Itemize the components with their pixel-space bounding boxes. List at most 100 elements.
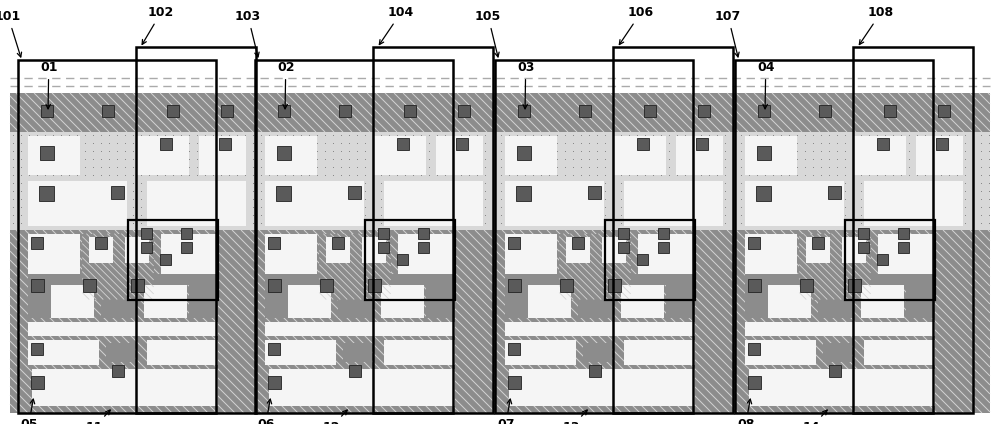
Bar [265, 136, 317, 175]
Bar [456, 138, 468, 150]
Bar [381, 285, 424, 318]
Bar [10, 230, 990, 413]
Bar [384, 181, 483, 226]
Bar [269, 369, 455, 406]
Bar [768, 285, 811, 318]
Bar [130, 279, 144, 293]
Bar [505, 321, 695, 336]
Bar [95, 237, 107, 249]
Bar [326, 237, 350, 263]
Bar [10, 93, 990, 132]
Bar [265, 285, 288, 318]
Bar [748, 343, 760, 355]
Bar [39, 186, 54, 201]
Bar [161, 234, 218, 274]
Bar [621, 285, 664, 318]
Text: 01: 01 [40, 61, 58, 109]
Bar [566, 237, 590, 263]
Bar [676, 136, 723, 175]
Bar [41, 105, 53, 117]
Bar [748, 377, 761, 389]
Bar [698, 105, 710, 117]
Bar [756, 186, 771, 201]
Bar [373, 47, 493, 413]
Bar [819, 105, 831, 117]
Bar [745, 181, 844, 226]
Bar [618, 228, 629, 239]
Bar [365, 220, 455, 299]
Bar [40, 146, 54, 160]
Bar [644, 105, 656, 117]
Bar [10, 132, 990, 230]
Bar [745, 274, 935, 285]
Bar [560, 279, 573, 293]
Bar [877, 254, 888, 265]
Bar [853, 47, 973, 65]
Bar [181, 242, 192, 253]
Bar [101, 285, 137, 318]
Bar [140, 242, 152, 253]
Bar [938, 105, 950, 117]
Text: 04: 04 [757, 61, 774, 109]
Text: 106: 106 [619, 6, 654, 45]
Bar [638, 234, 695, 274]
Bar [426, 285, 455, 318]
Bar [83, 279, 96, 293]
Bar [111, 186, 124, 199]
Bar [320, 279, 333, 293]
Bar [181, 228, 192, 239]
Bar [436, 136, 483, 175]
Bar [255, 60, 453, 413]
Text: 101: 101 [0, 10, 22, 57]
Text: 104: 104 [379, 6, 414, 45]
Bar [745, 234, 797, 274]
Bar [268, 237, 280, 249]
Bar [199, 136, 246, 175]
Bar [125, 237, 149, 263]
Bar [878, 234, 935, 274]
Bar [505, 234, 557, 274]
Bar [608, 279, 620, 293]
Text: 03: 03 [517, 61, 534, 109]
Bar [757, 146, 771, 160]
Bar [147, 181, 246, 226]
Bar [397, 254, 408, 265]
Bar [418, 242, 429, 253]
Bar [505, 136, 557, 175]
Bar [605, 220, 695, 299]
Bar [221, 105, 233, 117]
Bar [51, 285, 94, 318]
Bar [18, 60, 216, 413]
Bar [906, 285, 935, 318]
Bar [31, 279, 44, 293]
Bar [373, 47, 493, 65]
Bar [583, 343, 612, 362]
Bar [398, 234, 455, 274]
Bar [82, 234, 154, 299]
Bar [818, 285, 854, 318]
Bar [28, 274, 218, 285]
Bar [343, 343, 372, 362]
Bar [505, 285, 528, 318]
Bar [745, 285, 768, 318]
Bar [378, 228, 388, 239]
Bar [378, 242, 388, 253]
Bar [748, 279, 761, 293]
Text: 105: 105 [475, 10, 501, 57]
Text: 08: 08 [737, 399, 754, 424]
Bar [579, 105, 591, 117]
Bar [745, 321, 935, 336]
Text: 07: 07 [497, 399, 514, 424]
Bar [128, 220, 218, 299]
Bar [144, 285, 187, 318]
Bar [602, 237, 626, 263]
Bar [848, 279, 860, 293]
Bar [276, 186, 291, 201]
Bar [864, 181, 963, 226]
Bar [614, 136, 666, 175]
Bar [32, 369, 218, 406]
Bar [219, 138, 231, 150]
Bar [505, 274, 695, 285]
Bar [858, 242, 868, 253]
Bar [362, 237, 386, 263]
